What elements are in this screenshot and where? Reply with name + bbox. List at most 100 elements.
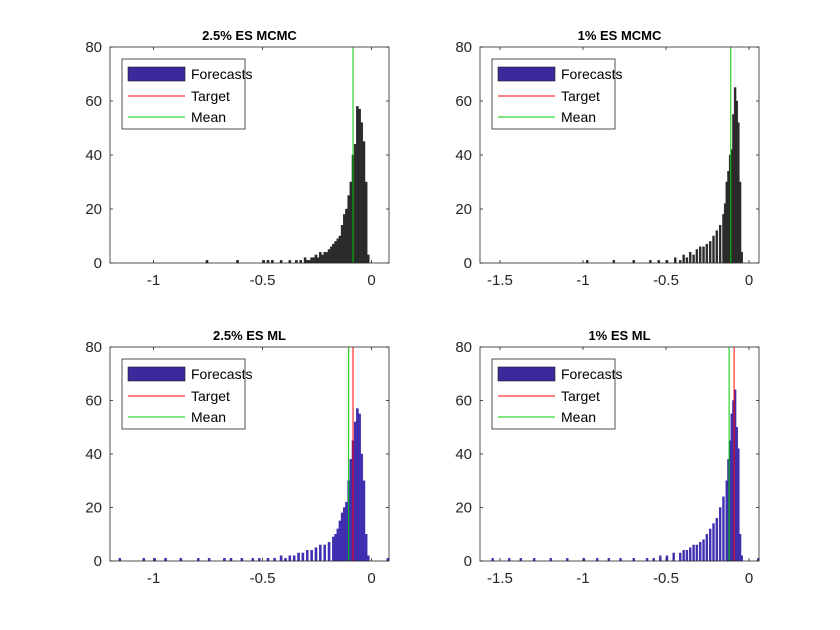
chart-panel: -1 -0.5 0 0 20 40 60 80 2.5% ES ML Forecasts Targe… xyxy=(85,328,390,587)
histogram-bar xyxy=(279,260,283,264)
histogram-bar xyxy=(332,243,335,264)
x-tick-label: -1 xyxy=(576,570,589,587)
histogram-bar xyxy=(722,496,725,562)
chart-panel: -1 -0.5 0 0 20 40 60 80 2.5% ES MCMC Forecasts Tar… xyxy=(85,28,390,289)
legend: Forecasts Target Mean xyxy=(491,358,622,430)
histogram-bar xyxy=(305,260,309,264)
histogram-bar xyxy=(284,558,287,562)
histogram-bar xyxy=(240,558,244,562)
legend: Forecasts Target Mean xyxy=(491,58,622,130)
histogram-bar xyxy=(689,547,692,562)
histogram-bar xyxy=(682,254,685,264)
histogram-bar xyxy=(685,257,689,264)
histogram-bar xyxy=(699,542,702,562)
histogram-bar xyxy=(334,534,337,562)
histogram-bar xyxy=(702,539,705,562)
histogram-bar xyxy=(586,260,589,264)
histogram-bar xyxy=(367,555,370,562)
histogram-bar xyxy=(566,558,569,562)
histogram-bar xyxy=(364,534,368,562)
histogram-bar xyxy=(288,555,292,562)
histogram-bar xyxy=(695,249,699,264)
histogram-bar xyxy=(708,528,712,562)
y-tick-label: 80 xyxy=(455,339,472,356)
histogram-bar xyxy=(329,246,333,264)
histogram-bar xyxy=(345,501,348,562)
histogram-bar xyxy=(334,241,337,264)
histogram-bar xyxy=(358,108,361,264)
y-tick-label: 60 xyxy=(85,93,102,110)
histogram-bar xyxy=(338,520,342,562)
histogram-bar xyxy=(358,413,361,562)
histogram-bar xyxy=(702,246,705,264)
x-tick-label: -0.5 xyxy=(653,272,679,289)
legend-forecasts-patch xyxy=(497,66,556,82)
histogram-bar xyxy=(632,558,635,562)
histogram-bar xyxy=(596,558,599,562)
histogram-bar xyxy=(273,558,276,562)
histogram-bar xyxy=(179,558,183,562)
histogram-bar xyxy=(319,544,322,562)
y-tick-label: 0 xyxy=(94,255,102,272)
histogram-bar xyxy=(205,260,209,264)
histogram-bar xyxy=(645,558,649,562)
histogram-bar xyxy=(715,230,719,264)
histogram-bar xyxy=(266,558,270,562)
histogram-bar xyxy=(718,507,722,562)
histogram-bar xyxy=(327,249,331,264)
x-tick-label: -1.5 xyxy=(487,272,513,289)
y-tick-label: 20 xyxy=(85,201,102,218)
y-tick-label: 80 xyxy=(85,339,102,356)
y-tick-label: 40 xyxy=(85,147,102,164)
histogram-bar xyxy=(164,558,167,562)
histogram-bar xyxy=(692,254,695,264)
histogram-bar xyxy=(279,555,283,562)
histogram-bar xyxy=(689,251,692,264)
histogram-bar xyxy=(712,523,715,562)
histogram-bar xyxy=(349,181,353,264)
histogram-bar xyxy=(659,555,662,562)
x-tick-label: 0 xyxy=(367,570,375,587)
histogram-bar xyxy=(299,260,303,264)
histogram-bar xyxy=(356,408,359,562)
histogram-bar xyxy=(303,257,307,264)
histogram-bar xyxy=(353,143,357,264)
histogram-bar xyxy=(207,558,211,562)
histogram-bar xyxy=(343,507,346,562)
histogram-bar xyxy=(360,122,364,264)
histogram-bar xyxy=(682,550,685,562)
histogram-bar xyxy=(740,555,743,562)
histogram-bar xyxy=(715,518,719,562)
histogram-bar xyxy=(321,254,324,264)
histogram-bar xyxy=(292,555,296,562)
histogram-bar xyxy=(301,552,305,562)
y-tick-label: 80 xyxy=(455,39,472,56)
y-tick-label: 20 xyxy=(455,500,472,517)
histogram-bar xyxy=(349,459,353,562)
x-tick-label: -1 xyxy=(147,272,160,289)
histogram-bar xyxy=(619,558,622,562)
legend-label: Forecasts xyxy=(191,66,252,82)
histogram-bar xyxy=(310,257,313,264)
histogram-bar xyxy=(360,453,364,562)
histogram-bar xyxy=(519,558,523,562)
histogram-bar xyxy=(314,547,318,562)
x-tick-label: -0.5 xyxy=(250,570,276,587)
histogram-bar xyxy=(699,246,702,264)
legend: Forecasts Target Mean xyxy=(121,358,252,430)
y-tick-label: 20 xyxy=(85,500,102,517)
legend-label: Target xyxy=(191,388,230,404)
histogram-bar xyxy=(196,558,200,562)
histogram-bar xyxy=(649,260,652,264)
histogram-bar xyxy=(229,558,233,562)
y-tick-label: 40 xyxy=(455,147,472,164)
histogram-bar xyxy=(343,214,346,264)
legend-label: Forecasts xyxy=(191,366,252,382)
histogram-bar xyxy=(692,544,695,562)
histogram-bar xyxy=(607,558,611,562)
histogram-bar xyxy=(508,558,511,562)
x-tick-label: -0.5 xyxy=(653,570,679,587)
histogram-bar xyxy=(685,550,689,562)
histogram-bar xyxy=(708,241,712,264)
histogram-bar xyxy=(612,260,616,264)
